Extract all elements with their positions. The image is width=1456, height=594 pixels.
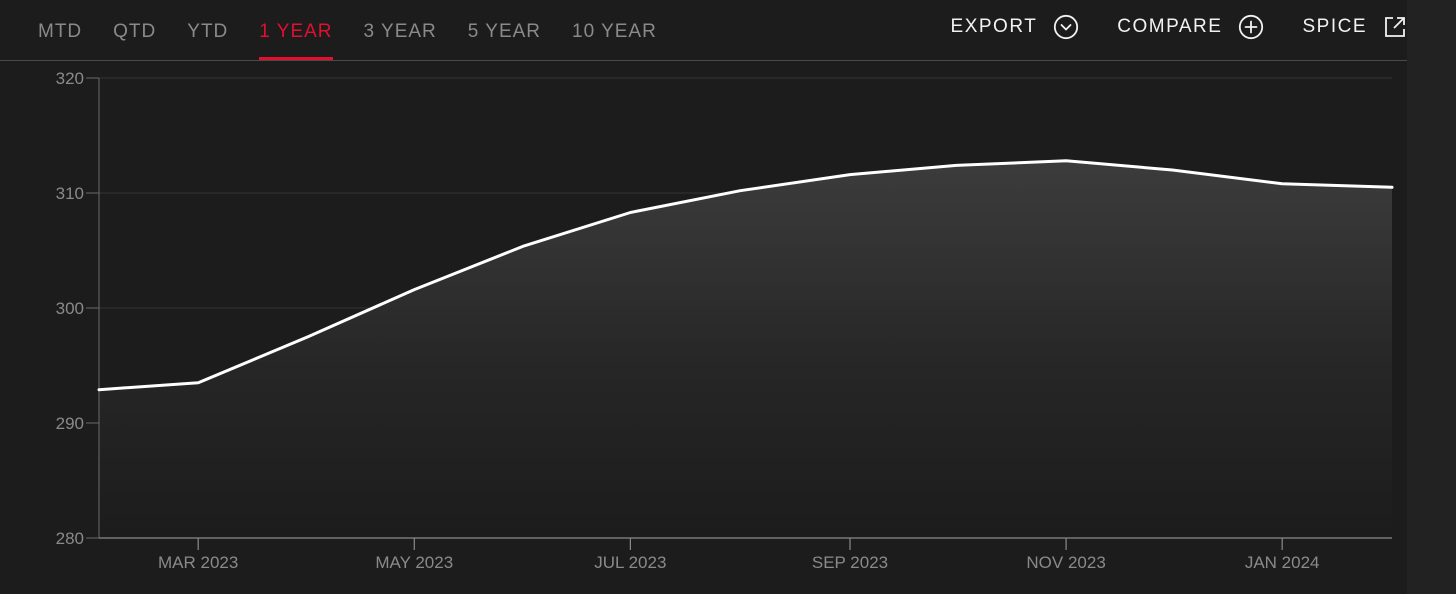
tab-10-year[interactable]: 10 YEAR: [572, 21, 657, 42]
time-range-tabs: MTD QTD YTD 1 YEAR 3 YEAR 5 YEAR 10 YEAR: [38, 0, 688, 60]
external-link-icon: [1385, 17, 1405, 37]
tab-3-year[interactable]: 3 YEAR: [363, 21, 437, 42]
y-tick-label: 320: [56, 69, 84, 88]
y-tick-label: 310: [56, 184, 84, 203]
x-axis-ticks: MAR 2023 MAY 2023 JUL 2023 SEP 2023 NOV 2023…: [158, 538, 1320, 572]
x-tick-label: MAY 2023: [375, 553, 453, 572]
chart-toolbar: MTD QTD YTD 1 YEAR 3 YEAR 5 YEAR 10 YEAR…: [0, 0, 1407, 61]
spice-label: SPICE: [1302, 16, 1367, 37]
y-axis-ticks: 280 290 300 310 320: [56, 69, 99, 548]
y-tick-label: 290: [56, 414, 84, 433]
tab-qtd[interactable]: QTD: [113, 21, 157, 42]
tab-mtd[interactable]: MTD: [38, 21, 83, 42]
x-tick-label: MAR 2023: [158, 553, 238, 572]
x-tick-label: NOV 2023: [1026, 553, 1105, 572]
chevron-down-circle-icon: [1054, 14, 1079, 40]
y-tick-label: 280: [56, 529, 84, 548]
x-tick-label: JAN 2024: [1245, 553, 1320, 572]
tab-ytd[interactable]: YTD: [187, 21, 229, 42]
tab-1-year[interactable]: 1 YEAR: [259, 0, 333, 60]
y-tick-label: 300: [56, 299, 84, 318]
compare-label: COMPARE: [1117, 16, 1223, 37]
chart-actions: EXPORT COMPARE SPICE: [913, 14, 1407, 40]
plus-circle-icon: [1239, 14, 1264, 40]
series-line[interactable]: [97, 159, 1394, 392]
side-panel-edge: [1407, 0, 1456, 594]
tab-5-year[interactable]: 5 YEAR: [467, 21, 542, 42]
x-tick-label: SEP 2023: [812, 553, 888, 572]
area-fill: [99, 160, 1392, 539]
export-button[interactable]: EXPORT: [951, 14, 1080, 40]
spice-button[interactable]: SPICE: [1302, 15, 1407, 39]
export-label: EXPORT: [950, 16, 1038, 37]
x-tick-label: JUL 2023: [594, 553, 666, 572]
compare-button[interactable]: COMPARE: [1117, 14, 1264, 40]
